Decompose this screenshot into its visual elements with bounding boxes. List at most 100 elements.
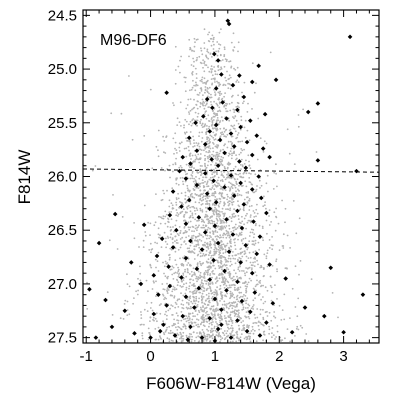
grey-star (165, 328, 168, 331)
grey-star (206, 245, 209, 248)
grey-star (192, 234, 195, 237)
grey-star (210, 257, 212, 259)
grey-star (195, 156, 198, 158)
grey-star (209, 141, 212, 143)
grey-star (230, 135, 233, 138)
grey-star (157, 149, 159, 152)
grey-star (231, 334, 234, 337)
black-star (183, 176, 189, 181)
grey-star (209, 53, 212, 55)
grey-star (200, 124, 203, 127)
black-star (224, 116, 229, 121)
black-star (215, 240, 221, 246)
grey-star (218, 218, 221, 220)
grey-star (258, 248, 260, 251)
grey-star (220, 291, 222, 293)
grey-star (212, 185, 214, 187)
grey-star (228, 320, 231, 323)
grey-star (187, 307, 190, 309)
grey-star (204, 104, 207, 107)
grey-star (225, 258, 227, 261)
grey-star (177, 266, 180, 269)
grey-star (185, 289, 188, 291)
grey-star (207, 195, 210, 198)
grey-star (179, 212, 182, 215)
grey-star (223, 256, 226, 259)
grey-star (175, 157, 178, 160)
grey-star (255, 82, 257, 85)
grey-star (244, 252, 247, 255)
grey-star (174, 132, 177, 135)
grey-star (159, 335, 161, 337)
grey-star (180, 192, 183, 195)
grey-star (200, 62, 203, 65)
grey-star (160, 167, 163, 169)
grey-star (229, 332, 232, 335)
grey-star (249, 340, 252, 343)
grey-star (178, 166, 181, 169)
grey-star (250, 307, 253, 310)
grey-star (245, 287, 248, 290)
grey-star (229, 150, 232, 153)
grey-star (239, 276, 242, 279)
grey-star (226, 303, 228, 305)
grey-star (214, 206, 216, 209)
grey-star (204, 91, 206, 94)
grey-star (234, 306, 237, 308)
grey-star (217, 225, 220, 228)
grey-star (222, 248, 225, 250)
grey-star (235, 331, 238, 334)
grey-star (266, 252, 269, 255)
grey-star (198, 135, 200, 138)
grey-star (152, 280, 155, 283)
grey-star (268, 239, 271, 241)
grey-star (274, 284, 276, 286)
grey-star (275, 207, 277, 210)
black-star (237, 159, 242, 164)
grey-star (207, 226, 210, 229)
grey-star (230, 277, 233, 280)
grey-star (234, 272, 237, 275)
grey-star (185, 243, 187, 245)
grey-star (202, 94, 204, 96)
grey-star (196, 115, 199, 118)
grey-star (207, 261, 210, 264)
grey-star (213, 293, 216, 296)
black-star (167, 212, 173, 218)
grey-star (182, 279, 185, 281)
grey-star (262, 339, 264, 342)
grey-star (186, 264, 189, 266)
black-star (289, 329, 295, 335)
grey-star (208, 149, 211, 152)
grey-star (147, 327, 150, 330)
grey-star (165, 213, 168, 216)
grey-star (188, 285, 191, 288)
grey-star (190, 64, 193, 66)
grey-star (164, 222, 167, 225)
grey-star (165, 136, 168, 139)
grey-star (200, 240, 203, 242)
grey-star (211, 323, 213, 326)
grey-star (221, 294, 224, 297)
grey-star (209, 329, 212, 332)
grey-star (156, 291, 158, 294)
grey-star (126, 300, 129, 303)
grey-star (299, 324, 302, 327)
grey-star (201, 98, 204, 101)
grey-star (205, 289, 208, 292)
grey-star (181, 280, 183, 283)
grey-star (182, 338, 185, 340)
grey-star (223, 287, 226, 289)
grey-star (196, 107, 199, 110)
grey-star (219, 158, 222, 161)
grey-star (220, 236, 222, 239)
grey-star (141, 334, 144, 337)
grey-star (249, 332, 252, 335)
grey-star (248, 304, 251, 307)
grey-star (241, 91, 243, 94)
grey-star (261, 225, 264, 228)
grey-star (216, 117, 219, 119)
grey-star (246, 212, 248, 215)
grey-star (234, 244, 237, 247)
grey-star (151, 167, 154, 170)
